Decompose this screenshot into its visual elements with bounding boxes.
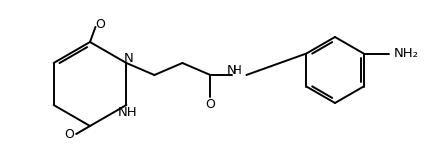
Text: O: O — [64, 128, 74, 142]
Text: H: H — [233, 64, 242, 78]
Text: N: N — [124, 52, 133, 66]
Text: NH: NH — [117, 105, 137, 119]
Text: N: N — [227, 64, 236, 78]
Text: O: O — [96, 18, 105, 31]
Text: O: O — [206, 97, 215, 111]
Text: NH₂: NH₂ — [394, 47, 419, 60]
